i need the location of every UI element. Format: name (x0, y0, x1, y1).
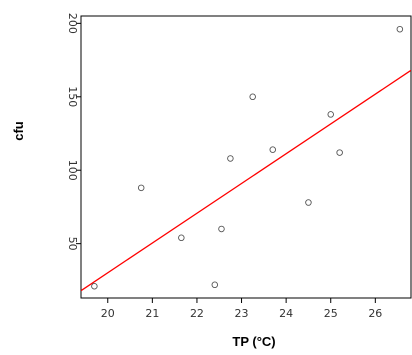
y-tick-label: 50 (66, 237, 79, 251)
y-axis-title: cfu (11, 121, 26, 141)
x-tick-label: 24 (279, 307, 293, 320)
plot-area-frame (80, 15, 412, 299)
data-point (305, 199, 312, 206)
x-tick-label: 21 (145, 307, 159, 320)
regression-line (81, 69, 411, 292)
data-point (269, 146, 277, 153)
data-points-layer (91, 25, 404, 290)
x-tick-label: 25 (324, 307, 338, 320)
data-point (227, 155, 234, 162)
y-tick-label: 200 (66, 13, 79, 34)
x-tick-label: 23 (235, 307, 249, 320)
y-tick-label: 100 (66, 160, 79, 181)
data-point (327, 111, 334, 118)
y-tick-label: 150 (66, 86, 79, 107)
regression-line-layer (81, 69, 411, 292)
data-point (137, 184, 145, 192)
data-point (91, 283, 98, 290)
data-point (218, 225, 225, 233)
x-axis: 20 21 22 23 24 25 26 (101, 298, 382, 320)
x-tick-label: 26 (368, 307, 382, 320)
x-tick-label: 20 (101, 307, 115, 320)
x-axis-title: TP (°C) (232, 334, 275, 349)
data-point (249, 93, 256, 101)
data-point (211, 281, 219, 289)
y-axis: 50 100 150 200 (66, 13, 81, 251)
data-point (178, 234, 185, 242)
data-point (336, 149, 343, 156)
x-tick-label: 22 (190, 307, 204, 320)
data-point (396, 25, 404, 33)
